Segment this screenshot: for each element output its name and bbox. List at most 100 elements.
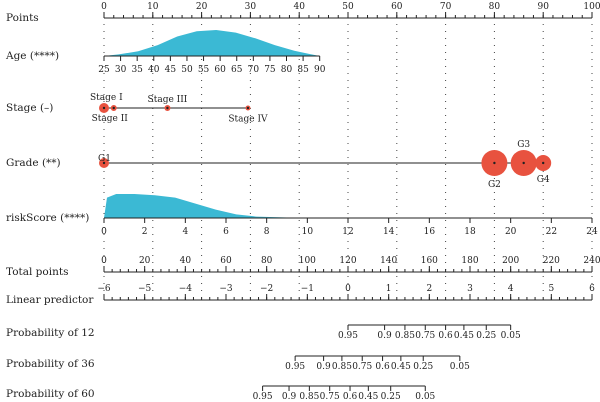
row-riskscore: riskScore (****)0 2 4 6 8 10 12 14 16 18 20 22 24 bbox=[6, 194, 598, 237]
row-p36: Probability of 36 0.95 0.9 0.85 0.75 0.6 0.45 0… bbox=[6, 355, 470, 372]
tick-label: 0.45 bbox=[391, 362, 411, 372]
tick-label: 160 bbox=[421, 256, 438, 266]
tick-label: 2 bbox=[426, 284, 432, 294]
tick-label: 12 bbox=[342, 227, 353, 237]
tick-label: −5 bbox=[138, 284, 152, 294]
tick-label: 8 bbox=[264, 227, 270, 237]
category-label: G1 bbox=[98, 154, 111, 164]
tick-label: 20 bbox=[196, 2, 208, 12]
tick-label: 0.95 bbox=[253, 392, 273, 402]
tick-label: 30 bbox=[245, 2, 257, 12]
row-label-p12: Probability of 12 bbox=[6, 327, 95, 339]
tick-label: 0.25 bbox=[381, 392, 401, 402]
row-label-riskscore: riskScore (****) bbox=[6, 212, 89, 224]
tick-label: 0 bbox=[101, 227, 107, 237]
tick-label: 0.85 bbox=[332, 362, 352, 372]
tick-label: 85 bbox=[297, 65, 309, 75]
row-label-p36: Probability of 36 bbox=[6, 358, 95, 370]
tick-label: −4 bbox=[179, 284, 193, 294]
tick-label: 4 bbox=[508, 284, 514, 294]
tick-label: 0.95 bbox=[285, 362, 305, 372]
category-center-dot bbox=[246, 106, 250, 110]
tick-label: 1 bbox=[386, 284, 392, 294]
tick-label: 0.6 bbox=[375, 362, 390, 372]
row-p60: Probability of 60 0.95 0.9 0.85 0.75 0.6 0.45 0… bbox=[6, 385, 436, 402]
tick-label: 14 bbox=[383, 227, 395, 237]
row-label-total: Total points bbox=[6, 266, 68, 278]
tick-label: 65 bbox=[231, 65, 243, 75]
tick-label: 55 bbox=[198, 65, 210, 75]
row-label-lp: Linear predictor bbox=[6, 294, 94, 306]
tick-label: −2 bbox=[260, 284, 273, 294]
tick-label: 10 bbox=[147, 2, 159, 12]
tick-label: 20 bbox=[139, 256, 151, 266]
tick-label: 0.25 bbox=[413, 362, 433, 372]
tick-label: 90 bbox=[537, 2, 549, 12]
tick-label: 100 bbox=[583, 2, 600, 12]
row-label-grade: Grade (**) bbox=[6, 157, 61, 169]
tick-label: 18 bbox=[464, 227, 476, 237]
category-center-dot bbox=[102, 161, 106, 165]
row-age: Age (****) 25 30 35 40 45 50 55 60 65 70 75 80 85 90 bbox=[5, 30, 326, 75]
row-grade: Grade (**) G1 G2 G3 G4 bbox=[6, 140, 552, 190]
tick-label: 0.05 bbox=[415, 392, 435, 402]
tick-label: 90 bbox=[314, 65, 326, 75]
tick-label: 200 bbox=[502, 256, 519, 266]
density-area bbox=[104, 194, 318, 218]
row-p12: Probability of 12 0.95 0.9 0.85 0.75 0.6 0.45 0… bbox=[6, 324, 521, 341]
tick-label: 6 bbox=[223, 227, 229, 237]
tick-label: 0.85 bbox=[395, 331, 415, 341]
tick-label: 40 bbox=[148, 65, 160, 75]
row-stage: Stage (–) Stage I Stage II Stage III Stage I… bbox=[6, 93, 268, 125]
category-center-dot bbox=[522, 161, 525, 165]
tick-label: −1 bbox=[301, 284, 314, 294]
tick-label: 120 bbox=[339, 256, 356, 266]
category-label: G3 bbox=[517, 140, 530, 150]
category-label: Stage III bbox=[148, 95, 188, 105]
tick-label: 0.6 bbox=[438, 331, 453, 341]
tick-label: 45 bbox=[165, 65, 177, 75]
tick-label: 80 bbox=[489, 2, 501, 12]
tick-label: 6 bbox=[589, 284, 595, 294]
tick-label: 0.05 bbox=[501, 331, 521, 341]
tick-label: 0 bbox=[101, 256, 107, 266]
tick-label: 140 bbox=[380, 256, 397, 266]
tick-label: 60 bbox=[391, 2, 403, 12]
tick-label: −3 bbox=[219, 284, 233, 294]
tick-label: 0.75 bbox=[352, 362, 372, 372]
category-center-dot bbox=[102, 106, 106, 110]
tick-label: 0.05 bbox=[450, 362, 470, 372]
tick-label: 75 bbox=[264, 65, 276, 75]
tick-label: 20 bbox=[505, 227, 517, 237]
row-lp: Linear predictor−6 −5 −4 −3 −2 −1 0 1 2 3 4 5 6 bbox=[6, 284, 595, 306]
tick-label: 0.75 bbox=[320, 392, 340, 402]
category-center-dot bbox=[542, 161, 545, 165]
tick-label: 0.6 bbox=[343, 392, 358, 402]
category-label: Stage IV bbox=[228, 115, 268, 125]
tick-label: 240 bbox=[583, 256, 600, 266]
tick-label: 0.9 bbox=[282, 392, 297, 402]
row-total: Total points 0 20 40 60 80 100 120 140 160 180 200 2… bbox=[6, 256, 600, 278]
category-label: Stage II bbox=[92, 114, 129, 124]
category-label: Stage I bbox=[90, 93, 123, 103]
category-label: G2 bbox=[488, 180, 501, 190]
tick-label: 0.25 bbox=[476, 331, 496, 341]
tick-label: 0.85 bbox=[299, 392, 319, 402]
tick-label: 5 bbox=[548, 284, 554, 294]
tick-label: 24 bbox=[586, 227, 598, 237]
tick-label: 30 bbox=[115, 65, 127, 75]
tick-label: 220 bbox=[543, 256, 560, 266]
tick-label: 0.9 bbox=[377, 331, 392, 341]
tick-label: 60 bbox=[220, 256, 232, 266]
row-label-age: Age (****) bbox=[5, 50, 59, 62]
tick-label: 180 bbox=[461, 256, 478, 266]
row-label-p60: Probability of 60 bbox=[6, 388, 95, 400]
tick-label: 0.95 bbox=[338, 331, 358, 341]
tick-label: 2 bbox=[142, 227, 148, 237]
tick-label: 50 bbox=[342, 2, 354, 12]
tick-label: 100 bbox=[299, 256, 316, 266]
density-area bbox=[104, 30, 320, 56]
category-center-dot bbox=[493, 161, 496, 165]
tick-label: 80 bbox=[281, 65, 293, 75]
